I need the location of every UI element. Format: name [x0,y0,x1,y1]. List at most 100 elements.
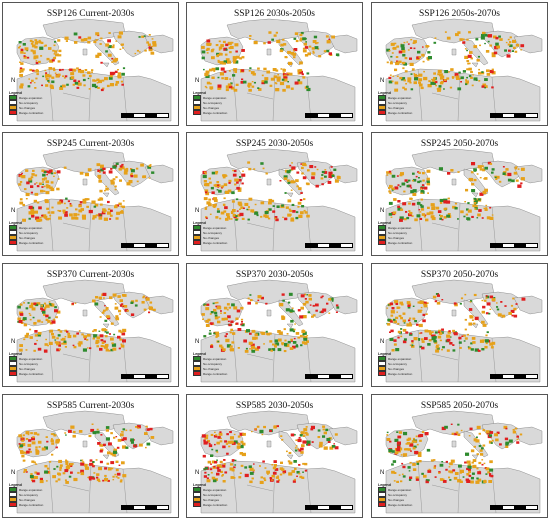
no-change-cell [484,188,488,192]
no-change-cell [28,211,33,215]
no-change-cell [431,206,436,210]
no-change-cell [53,172,56,174]
no-change-cell [72,434,76,438]
no-change-cell [109,74,113,78]
range-expansion-cell [411,344,414,347]
no-change-cell [512,430,517,434]
range-contraction-cell [471,162,476,166]
no-change-cell [476,467,479,470]
range-contraction-cell [217,184,220,187]
no-change-cell [406,442,410,445]
range-contraction-cell [64,75,68,78]
range-expansion-cell [393,318,396,321]
range-contraction-cell [203,475,207,478]
no-change-cell [98,467,102,471]
range-contraction-cell [136,425,141,429]
range-expansion-cell [286,170,291,174]
range-contraction-cell [220,67,225,71]
no-change-cell [467,461,470,464]
no-change-cell [472,322,476,325]
range-expansion-cell [302,471,304,473]
legend-title: Legend [9,91,22,95]
range-contraction-cell [468,308,473,311]
range-expansion-cell [251,349,256,353]
no-change-cell [471,84,474,87]
land-region [471,192,479,198]
range-expansion-cell [408,470,411,472]
no-change-cell [201,313,205,316]
range-expansion-cell [391,450,395,453]
no-change-cell [29,336,33,339]
no-change-cell [265,172,268,175]
range-contraction-cell [410,450,412,452]
range-expansion-cell [287,340,291,344]
no-change-cell [260,201,265,205]
no-change-cell [479,339,484,343]
range-contraction-cell [260,296,264,300]
no-change-cell [274,344,277,347]
range-contraction-cell [446,338,451,342]
range-contraction-cell [487,161,492,165]
no-change-cell [252,336,257,340]
land-region [144,426,174,446]
north-arrow-icon: N [11,339,16,345]
no-change-cell [104,474,107,477]
range-contraction-cell [80,469,84,473]
no-change-cell [141,35,145,38]
range-expansion-cell [491,168,495,171]
country-border [88,464,92,514]
range-contraction-cell [477,471,482,475]
no-change-cell [282,216,284,218]
range-expansion-cell [115,162,119,165]
range-expansion-cell [292,330,295,333]
legend-swatch [378,109,386,116]
no-change-cell [304,211,308,214]
range-expansion-cell [412,172,415,175]
range-contraction-cell [467,54,472,58]
no-change-cell [319,441,323,445]
no-change-cell [226,309,229,311]
no-change-cell [426,182,431,186]
no-change-cell [225,218,229,221]
land-region [328,426,358,446]
no-change-cell [307,52,311,56]
no-change-cell [417,309,422,313]
range-expansion-cell [105,437,110,441]
no-change-cell [305,340,309,343]
range-contraction-cell [454,73,459,77]
range-contraction-cell [445,460,448,463]
scale-bar [121,113,169,118]
no-change-cell [311,172,316,176]
no-change-cell [97,198,101,201]
land-region [200,198,356,252]
no-change-cell [91,71,93,73]
no-change-cell [218,316,221,318]
range-expansion-cell [496,308,500,311]
range-contraction-cell [265,302,268,305]
no-change-cell [513,46,516,49]
no-change-cell [57,478,61,481]
no-change-cell [231,41,234,44]
range-contraction-cell [495,36,499,40]
no-change-cell [23,338,26,341]
range-contraction-cell [36,185,40,188]
no-change-cell [30,208,35,212]
range-expansion-cell [416,214,421,218]
no-change-cell [400,316,403,320]
range-expansion-cell [254,211,259,215]
no-change-cell [428,468,431,471]
no-change-cell [400,172,404,176]
no-change-cell [225,88,229,92]
no-change-cell [92,79,96,82]
no-change-cell [429,331,432,334]
no-change-cell [49,460,52,463]
range-contraction-cell [19,313,24,316]
no-change-cell [58,473,62,476]
range-contraction-cell [330,166,333,168]
range-expansion-cell [444,70,448,74]
no-change-cell [221,474,224,476]
no-change-cell [208,203,212,207]
no-change-cell [97,52,102,56]
no-change-cell [415,476,419,479]
range-expansion-cell [130,441,134,444]
